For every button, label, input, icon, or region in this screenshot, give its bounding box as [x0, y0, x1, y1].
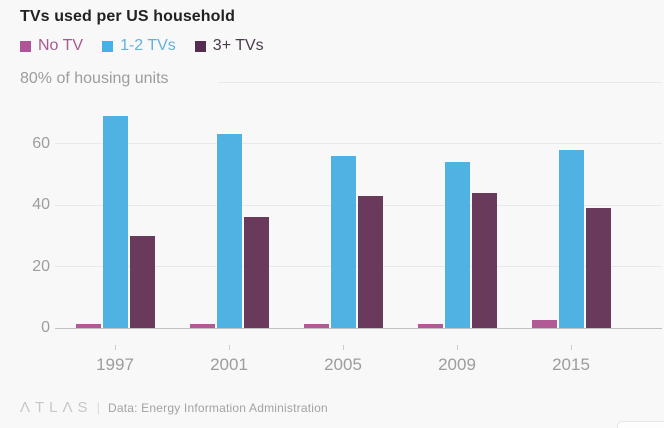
footer: ΛTLΛS | Data: Energy Information Adminis…	[20, 399, 328, 416]
y-tick-label: 40	[32, 196, 50, 213]
bar-1-2-tvs	[558, 149, 584, 328]
x-tick-label: 2009	[438, 355, 476, 374]
bar-1-2-tvs	[330, 155, 356, 328]
bar-no-tv	[531, 320, 557, 328]
legend-item: No TV	[20, 37, 83, 55]
y-axis-note: 80% of housing units	[20, 70, 169, 87]
bar-1-2-tvs	[102, 115, 128, 328]
x-tick-label: 2005	[324, 355, 362, 374]
top-gridline	[218, 81, 662, 83]
legend-swatch-icon	[194, 40, 206, 52]
x-tick	[571, 345, 572, 350]
legend-swatch-icon	[20, 40, 31, 52]
bar-3-tvs	[243, 217, 269, 328]
gridline	[55, 143, 662, 144]
legend-item: 1-2 TVs	[102, 37, 176, 55]
plot-area	[55, 81, 662, 329]
bar-1-2-tvs	[444, 161, 470, 328]
bar-no-tv	[417, 324, 443, 328]
chart-title: TVs used per US household	[20, 8, 235, 25]
bar-3-tvs	[471, 192, 497, 328]
y-tick-label: 20	[32, 257, 50, 275]
legend: No TV 1-2 TVs 3+ TVs	[20, 37, 264, 55]
bar-3-tvs	[357, 195, 383, 328]
x-tick-label: 2001	[210, 355, 248, 374]
x-tick	[229, 345, 230, 350]
x-tick	[343, 345, 344, 350]
bar-no-tv	[75, 324, 101, 328]
cropped-button-peek[interactable]	[617, 421, 664, 428]
legend-item: 3+ TVs	[194, 37, 264, 55]
x-tick-label: 1997	[96, 355, 134, 374]
legend-label: 3+ TVs	[212, 37, 264, 54]
bar-no-tv	[189, 324, 215, 328]
bar-no-tv	[303, 324, 329, 328]
footer-divider: |	[96, 400, 100, 415]
data-source-label: Data: Energy Information Administration	[107, 400, 328, 415]
x-tick	[457, 345, 458, 350]
y-tick-label: 60	[32, 134, 50, 152]
bar-1-2-tvs	[216, 134, 242, 328]
x-axis-line	[55, 327, 662, 329]
legend-swatch-icon	[102, 40, 114, 52]
bar-3-tvs	[129, 235, 155, 328]
atlas-logo: ΛTLΛS	[20, 399, 93, 416]
bar-3-tvs	[585, 208, 611, 328]
legend-label: 1-2 TVs	[120, 37, 176, 54]
x-tick-label: 2015	[552, 355, 590, 374]
y-tick-label: 0	[41, 319, 50, 336]
x-tick	[115, 345, 116, 350]
legend-label: No TV	[38, 37, 84, 54]
